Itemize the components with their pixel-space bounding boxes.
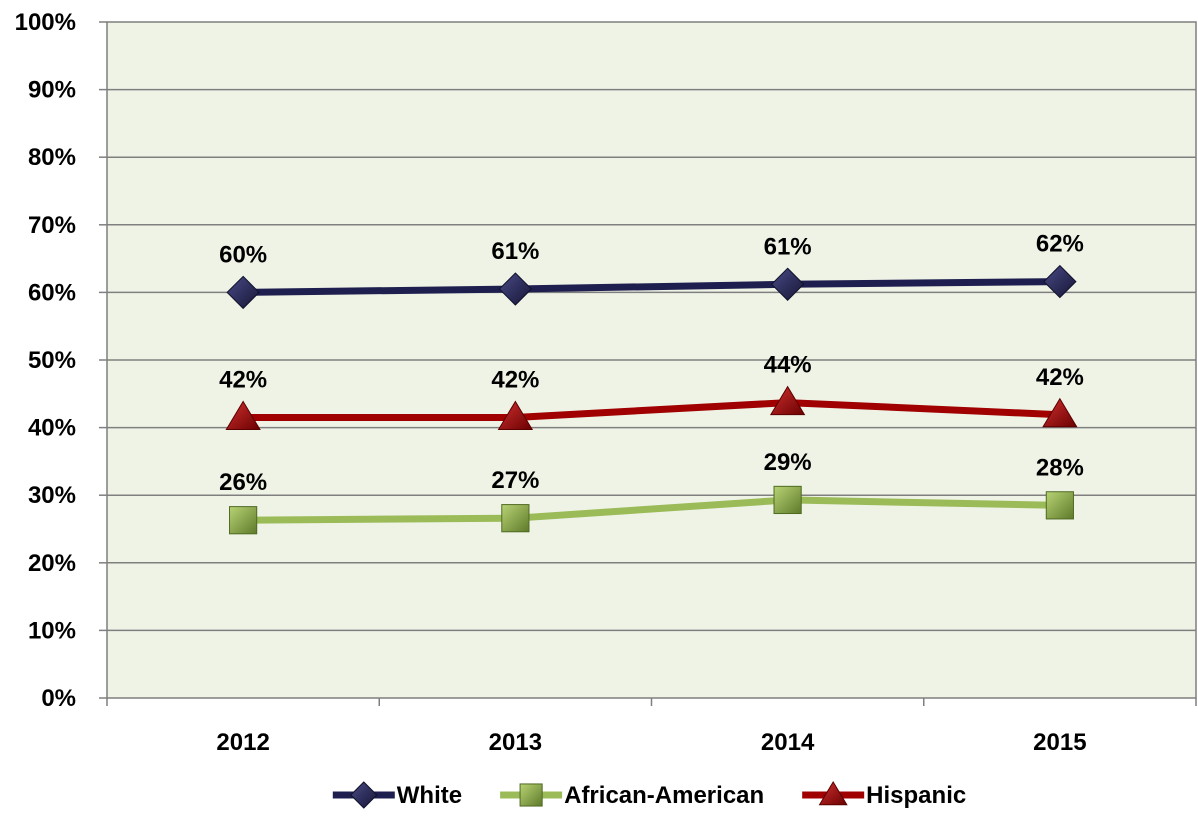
series-white [226, 264, 1077, 310]
x-tick-label: 2014 [761, 729, 815, 756]
x-tick-label: 2015 [1033, 729, 1086, 756]
y-tick-label: 100% [15, 9, 76, 36]
series-line-white [243, 278, 1060, 296]
data-point-white [498, 272, 533, 306]
data-labels: 60% 61% 61% 62% 26% 27% 29% 28% 42% 42% 44% 42% [219, 231, 1084, 497]
data-label-african-american: 28% [1036, 454, 1084, 481]
series-line-african-american [243, 496, 1060, 524]
legend-marker-hispanic [818, 781, 848, 806]
legend-item-hispanic: Hispanic [802, 781, 966, 809]
data-point-african-american [773, 485, 802, 515]
data-label-hispanic: 42% [1036, 364, 1084, 391]
data-point-african-american [501, 504, 530, 533]
legend-label-hispanic: Hispanic [866, 782, 966, 809]
data-point-hispanic [225, 400, 261, 430]
series-african-american [229, 485, 1074, 535]
y-tick-label: 80% [28, 144, 76, 171]
axes: 0% 10% 20% 30% 40% 50% 60% 70% 80% 90% 100% 2012 201… [15, 9, 1197, 756]
data-label-white: 62% [1036, 231, 1084, 258]
data-point-white [770, 267, 805, 301]
y-tick-label: 30% [28, 482, 76, 509]
data-point-african-american [1045, 491, 1074, 520]
legend-marker-white [350, 781, 378, 809]
y-tick-label: 10% [28, 617, 76, 644]
data-point-hispanic [497, 400, 534, 430]
data-label-african-american: 27% [491, 467, 539, 494]
data-point-white [226, 275, 260, 310]
y-tick-label: 70% [28, 212, 76, 239]
data-point-white [1043, 264, 1077, 299]
series-line-hispanic [243, 399, 1061, 421]
data-label-white: 61% [491, 238, 539, 265]
legend-item-white: White [332, 781, 462, 809]
x-tick-label: 2012 [216, 729, 269, 756]
legend-marker-african-american [519, 783, 543, 807]
y-tick-label: 0% [41, 685, 76, 712]
legend: White African-American Hispanic [332, 781, 966, 809]
data-point-hispanic [1042, 397, 1078, 428]
data-label-african-american: 29% [764, 449, 812, 476]
data-point-hispanic [769, 385, 806, 416]
y-tick-label: 60% [28, 279, 76, 306]
series-hispanic [225, 385, 1078, 430]
y-tick-label: 90% [28, 77, 76, 104]
y-tick-label: 50% [28, 347, 76, 374]
legend-label-white: White [397, 782, 462, 809]
data-label-african-american: 26% [219, 469, 267, 496]
legend-label-african-american: African-American [564, 782, 764, 809]
data-point-african-american [229, 506, 258, 535]
data-label-hispanic: 42% [219, 366, 267, 393]
data-label-white: 60% [219, 241, 267, 268]
y-tick-label: 20% [28, 550, 76, 577]
series-layer [225, 264, 1078, 535]
data-label-white: 61% [764, 233, 812, 260]
data-label-hispanic: 44% [764, 352, 812, 379]
legend-item-african-american: African-American [500, 782, 764, 809]
gridlines [107, 88, 1196, 632]
x-tick-label: 2013 [489, 729, 542, 756]
data-label-hispanic: 42% [491, 366, 539, 393]
y-tick-label: 40% [28, 415, 76, 442]
